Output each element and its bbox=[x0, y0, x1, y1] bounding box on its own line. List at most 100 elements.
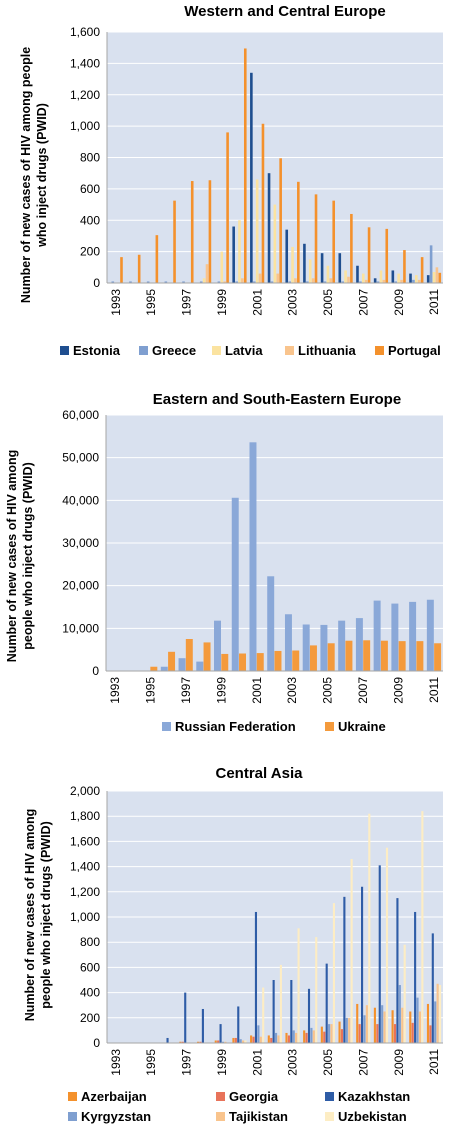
x-tick-label: 2009 bbox=[392, 1049, 406, 1076]
bar-kyrgyzstan-2011 bbox=[434, 1001, 437, 1043]
x-tick-label: 2005 bbox=[321, 1049, 335, 1076]
bar-russian-federation-2000 bbox=[231, 497, 239, 671]
bar-portugal-1999 bbox=[226, 132, 229, 283]
bar-lithuania-1999 bbox=[223, 281, 226, 283]
bar-kazakhstan-1996 bbox=[166, 1037, 169, 1043]
bar-tajikistan-2001 bbox=[259, 1036, 262, 1043]
bar-uzbekistan-2002 bbox=[279, 964, 282, 1043]
bar-tajikistan-2005 bbox=[330, 1024, 333, 1043]
bar-portugal-2007 bbox=[367, 227, 371, 283]
bar-latvia-2005 bbox=[326, 265, 330, 283]
bar-lithuania-2009 bbox=[400, 279, 403, 283]
bar-ukraine-2009 bbox=[398, 641, 406, 671]
legend-swatch bbox=[325, 1112, 334, 1121]
bar-georgia-1999 bbox=[217, 1040, 220, 1043]
y-tick-label: 40,000 bbox=[62, 493, 99, 507]
bar-kazakhstan-1999 bbox=[219, 1024, 222, 1043]
x-tick-label: 2011 bbox=[427, 1049, 441, 1075]
x-tick-label: 1999 bbox=[215, 1049, 229, 1076]
bar-estonia-2001 bbox=[250, 72, 253, 283]
y-tick-label: 1,400 bbox=[70, 56, 100, 70]
bar-tajikistan-2011 bbox=[436, 983, 439, 1043]
y-axis-label: Number of new cases of HIV among people … bbox=[5, 450, 35, 663]
bar-azerbaijan-2005 bbox=[320, 1026, 323, 1043]
bar-azerbaijan-2009 bbox=[391, 1010, 394, 1043]
y-tick-label: 1,800 bbox=[70, 809, 100, 823]
legend-swatch bbox=[139, 346, 148, 355]
legend-swatch bbox=[216, 1112, 225, 1121]
bar-greece-1994 bbox=[129, 281, 132, 283]
y-tick-label: 800 bbox=[80, 935, 100, 949]
bar-lithuania-2006 bbox=[347, 276, 350, 283]
bar-azerbaijan-2001 bbox=[250, 1035, 253, 1043]
bar-russian-federation-1996 bbox=[160, 666, 168, 671]
bar-ukraine-2000 bbox=[239, 653, 246, 671]
bar-greece-2011 bbox=[429, 245, 433, 283]
bar-russian-federation-2002 bbox=[267, 576, 275, 671]
bar-lithuania-2001 bbox=[258, 273, 262, 283]
bar-kazakhstan-2009 bbox=[396, 898, 399, 1043]
bar-kyrgyzstan-2007 bbox=[363, 1015, 366, 1043]
bar-ukraine-1995 bbox=[150, 666, 158, 671]
bar-kazakhstan-2003 bbox=[290, 980, 293, 1043]
bar-azerbaijan-2006 bbox=[338, 1021, 341, 1043]
bar-lithuania-2003 bbox=[294, 278, 297, 283]
bar-georgia-2006 bbox=[340, 1029, 344, 1043]
bar-russian-federation-2001 bbox=[249, 442, 257, 671]
bar-portugal-2009 bbox=[403, 250, 406, 283]
bar-ukraine-1996 bbox=[168, 651, 176, 671]
bar-kyrgyzstan-2001 bbox=[257, 1025, 260, 1043]
bar-russian-federation-2003 bbox=[284, 614, 292, 671]
x-tick-label: 1999 bbox=[214, 677, 228, 704]
x-tick-label: 2011 bbox=[427, 289, 441, 315]
bar-estonia-2000 bbox=[232, 226, 235, 283]
x-tick-label: 1995 bbox=[144, 1049, 158, 1076]
bar-kazakhstan-2007 bbox=[361, 886, 364, 1043]
x-tick-label: 1993 bbox=[109, 1049, 123, 1076]
legend-label: Portugal bbox=[388, 343, 441, 358]
bar-uzbekistan-2007 bbox=[368, 813, 371, 1043]
y-tick-label: 1,000 bbox=[70, 910, 100, 924]
bar-portugal-1997 bbox=[190, 181, 194, 283]
legend-label: Kazakhstan bbox=[338, 1089, 410, 1104]
bar-georgia-2004 bbox=[305, 1032, 308, 1043]
bar-kazakhstan-2010 bbox=[414, 911, 417, 1043]
x-tick-label: 2001 bbox=[250, 289, 264, 316]
bar-estonia-2002 bbox=[267, 173, 271, 283]
y-tick-label: 1,600 bbox=[70, 25, 100, 39]
bar-latvia-2002 bbox=[273, 204, 277, 283]
bar-russian-federation-2006 bbox=[338, 620, 346, 671]
chart-title: Western and Central Europe bbox=[184, 3, 385, 20]
y-tick-label: 400 bbox=[80, 986, 100, 1000]
y-tick-label: 20,000 bbox=[62, 579, 99, 593]
bar-azerbaijan-1999 bbox=[214, 1040, 217, 1043]
legend: Estonia Greece Latvia Lithuania Portugal bbox=[60, 343, 441, 358]
bar-greece-2006 bbox=[341, 281, 344, 283]
y-axis-label-line: people who inject drugs (PWID) bbox=[39, 821, 53, 1009]
bar-lithuania-2011 bbox=[435, 267, 439, 283]
bar-uzbekistan-2006 bbox=[350, 859, 353, 1043]
bar-uzbekistan-2009 bbox=[403, 944, 406, 1043]
y-tick-label: 10,000 bbox=[62, 621, 99, 635]
bar-kyrgyzstan-2008 bbox=[381, 1005, 384, 1043]
x-tick-label: 2003 bbox=[286, 289, 300, 316]
bar-georgia-2005 bbox=[323, 1031, 326, 1043]
bar-estonia-2004 bbox=[303, 243, 306, 283]
bar-latvia-2007 bbox=[361, 273, 365, 283]
bar-lithuania-2005 bbox=[329, 278, 333, 283]
bar-portugal-1996 bbox=[173, 200, 176, 283]
bar-portugal-2001 bbox=[261, 123, 265, 283]
x-tick-label: 1997 bbox=[179, 677, 193, 704]
bar-lithuania-1998 bbox=[205, 264, 209, 283]
x-tick-label: 1995 bbox=[143, 677, 157, 704]
bar-azerbaijan-2004 bbox=[303, 1030, 306, 1043]
legend-swatch bbox=[68, 1092, 77, 1101]
bar-georgia-1998 bbox=[199, 1041, 202, 1043]
bar-uzbekistan-2004 bbox=[315, 937, 318, 1043]
bar-georgia-2010 bbox=[411, 1022, 414, 1043]
bar-greece-2001 bbox=[252, 281, 256, 283]
bar-greece-2000 bbox=[235, 281, 238, 283]
bar-ukraine-2006 bbox=[345, 640, 353, 671]
bar-kazakhstan-2005 bbox=[325, 963, 328, 1043]
